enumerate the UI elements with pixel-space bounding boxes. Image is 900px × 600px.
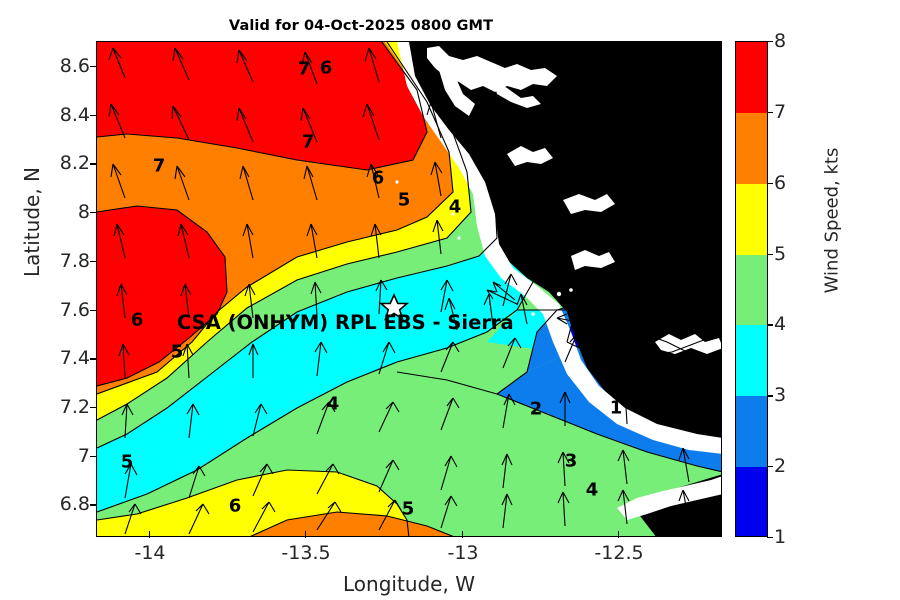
colorbar-tick-label: 2 xyxy=(767,455,786,477)
map-plot-area[interactable]: 7 6 7 7 6 5 4 6 5 4 2 1 3 5 3 6 5 4 CSA … xyxy=(96,41,722,537)
contour-label: 4 xyxy=(448,196,462,218)
colorbar-band-2-3 xyxy=(736,396,767,468)
y-tick-label: 7.4 xyxy=(59,347,90,370)
colorbar-tick-label: 4 xyxy=(767,313,786,335)
contour-label: 7 xyxy=(152,155,166,177)
contour-label: 2 xyxy=(529,398,543,420)
y-tick-label: 7.8 xyxy=(59,249,90,272)
chart-title: Valid for 04-Oct-2025 0800 GMT xyxy=(228,18,494,34)
colorbar[interactable] xyxy=(735,41,768,537)
island-dot-6 xyxy=(457,236,461,240)
peninsula-tip xyxy=(617,476,721,520)
colorbar-band-3-4 xyxy=(736,325,767,397)
colorbar-band-1-2 xyxy=(736,467,767,536)
island-dot-4 xyxy=(569,288,573,292)
colorbar-tick-label: 1 xyxy=(767,526,786,548)
colorbar-tick-label: 7 xyxy=(767,101,786,123)
colorbar-band-4-5 xyxy=(736,254,767,326)
island-dot-7 xyxy=(451,212,455,216)
colorbar-tick-label: 5 xyxy=(767,243,786,265)
x-tick-label: -13.5 xyxy=(281,542,331,564)
contour-label: 5 xyxy=(401,498,415,520)
contour-map-svg xyxy=(97,42,721,536)
colorbar-tick-label: 3 xyxy=(767,384,786,406)
contour-band-7-8-west xyxy=(97,206,227,386)
x-axis-tick-labels: -14 -13.5 -13 -12.5 xyxy=(96,542,722,570)
y-tick-label: 8.6 xyxy=(59,55,90,77)
colorbar-tick-label: 6 xyxy=(767,172,786,194)
contour-label: 6 xyxy=(130,309,144,331)
contour-label: 5 xyxy=(120,451,134,473)
contour-label: 6 xyxy=(319,57,333,79)
island-dot-8 xyxy=(395,180,399,184)
river-south-2 xyxy=(571,250,615,270)
colorbar-band-5-6 xyxy=(736,183,767,255)
contour-band-5-6-north xyxy=(97,42,471,420)
contour-label: 3 xyxy=(689,406,703,428)
y-tick-label: 7.2 xyxy=(59,395,90,418)
x-axis-label: Longitude, W xyxy=(343,572,475,596)
y-tick-label: 8.4 xyxy=(59,103,90,126)
y-tick-label: 8.2 xyxy=(59,152,90,175)
contour-label: 7 xyxy=(301,131,315,153)
x-tick-label: -14 xyxy=(134,542,166,564)
colorbar-band-7-8 xyxy=(736,42,767,113)
y-axis-label: Latitude, N xyxy=(20,167,44,277)
colorbar-tick-label: 8 xyxy=(767,30,786,52)
contour-band-4-5-north xyxy=(97,122,497,448)
colorbar-band-6-7 xyxy=(736,112,767,184)
contour-band-3-4-central xyxy=(97,202,537,512)
contour-label: 5 xyxy=(397,189,411,211)
y-tick-label: 7.6 xyxy=(59,298,90,321)
contour-label: 3 xyxy=(564,450,578,472)
island-dot-5 xyxy=(531,312,535,316)
landmass xyxy=(403,42,721,536)
estuary-north xyxy=(427,46,557,92)
river-south-3 xyxy=(655,334,721,354)
y-tick-label: 6.8 xyxy=(59,493,90,516)
colorbar-label: Wind Speed, kts xyxy=(821,147,843,294)
contour-label: 6 xyxy=(228,495,242,517)
island-dot-1 xyxy=(546,297,552,303)
contour-label: 4 xyxy=(585,479,599,501)
estuary-mid xyxy=(507,146,553,166)
estuary-branch-1 xyxy=(439,56,475,116)
y-tick-label: 8 xyxy=(77,201,90,224)
x-tick-label: -13 xyxy=(447,542,479,564)
wind-quiver-arrows xyxy=(108,47,698,535)
contour-label: 4 xyxy=(326,393,340,415)
island-dot-3 xyxy=(556,291,562,297)
colorbar-tick-labels: 8 7 6 5 4 3 2 1 xyxy=(767,30,810,548)
contour-label: 7 xyxy=(297,58,311,80)
contour-lines xyxy=(97,42,721,536)
x-tick-label: -12.5 xyxy=(594,542,644,564)
y-axis-tick-labels: 6.8 7 7.2 7.4 7.6 7.8 8 8.2 8.4 8.6 xyxy=(34,41,90,537)
estuary-branch-2 xyxy=(493,80,541,108)
contour-label: 5 xyxy=(170,341,184,363)
y-tick-label: 7 xyxy=(77,444,90,467)
island-dot-2 xyxy=(539,306,543,310)
river-south-1 xyxy=(563,194,615,214)
contour-label: 6 xyxy=(371,167,385,189)
contour-label: 1 xyxy=(609,397,623,419)
site-star-marker[interactable] xyxy=(378,293,410,321)
